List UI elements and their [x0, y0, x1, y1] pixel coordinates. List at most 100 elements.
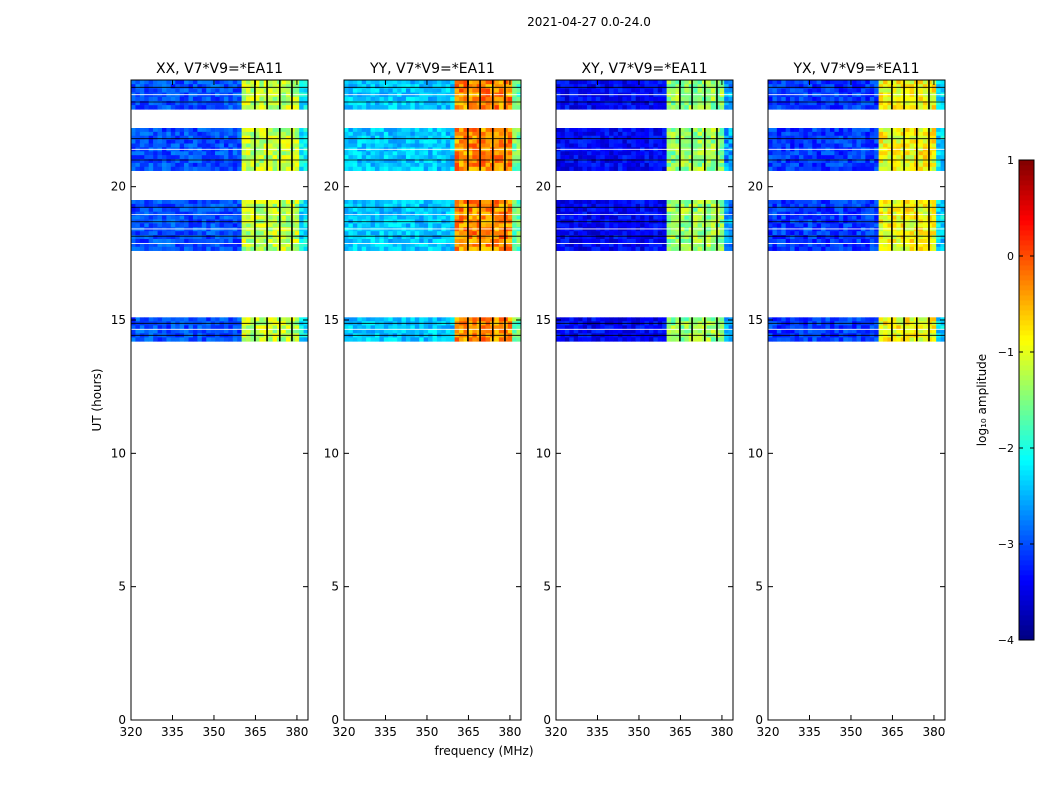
heatmap-cell — [148, 155, 154, 160]
heatmap-cell — [595, 166, 601, 171]
heatmap-cell — [671, 227, 676, 232]
heatmap-cell — [348, 135, 354, 140]
heatmap-cell — [131, 143, 136, 148]
heatmap-cell — [401, 317, 407, 322]
heatmap-cell — [348, 246, 354, 251]
heatmap-cell — [693, 100, 698, 106]
heatmap-cell — [613, 325, 619, 330]
heatmap-cell — [348, 215, 354, 220]
heatmap-cell — [719, 325, 725, 330]
heatmap-cell — [776, 203, 782, 209]
heatmap-cell — [609, 227, 614, 232]
heatmap-cell — [688, 105, 694, 110]
heatmap-cell — [352, 238, 358, 244]
heatmap-cell — [294, 238, 300, 244]
heatmap-cell — [414, 162, 420, 168]
heatmap-cell — [166, 242, 172, 248]
heatmap-cell — [197, 227, 203, 232]
heatmap-cell — [436, 162, 442, 168]
heatmap-cell — [728, 166, 734, 171]
heatmap-cell — [600, 200, 605, 205]
heatmap-cell — [807, 203, 813, 209]
heatmap-cell — [878, 329, 884, 334]
heatmap-cell — [887, 317, 893, 322]
heatmap-cell — [591, 317, 597, 322]
heatmap-cell — [463, 211, 469, 216]
heatmap-cell — [657, 143, 663, 148]
heatmap-cell — [228, 223, 234, 228]
heatmap-cell — [303, 96, 309, 102]
heatmap-cell — [175, 159, 180, 164]
heatmap-cell — [250, 80, 256, 85]
heatmap-cell — [352, 235, 358, 240]
heatmap-cell — [388, 242, 393, 248]
heatmap-cell — [481, 231, 486, 236]
heatmap-cell — [401, 131, 407, 137]
heatmap-cell — [294, 155, 300, 160]
heatmap-cell — [153, 211, 158, 216]
heatmap-cell — [281, 200, 287, 205]
heatmap-cell — [569, 223, 574, 228]
heatmap-cell — [201, 166, 207, 171]
heatmap-cell — [693, 166, 698, 171]
heatmap-cell — [392, 238, 398, 244]
heatmap-cell — [223, 235, 229, 240]
heatmap-cell — [494, 242, 500, 248]
heatmap-cell — [485, 80, 491, 85]
heatmap-cell — [693, 242, 698, 248]
heatmap-cell — [166, 203, 172, 209]
heatmap-cell — [299, 139, 304, 144]
heatmap-cell — [591, 325, 597, 330]
heatmap-cell — [613, 203, 619, 209]
heatmap-cell — [197, 151, 203, 156]
heatmap-cell — [157, 317, 163, 322]
heatmap-cell — [344, 337, 349, 342]
heatmap-cell — [671, 135, 676, 140]
heatmap-cell — [582, 100, 588, 106]
heatmap-cell — [463, 317, 469, 322]
heatmap-cell — [516, 329, 522, 334]
heatmap-cell — [401, 135, 407, 140]
heatmap-cell — [361, 211, 367, 216]
heatmap-cell — [139, 155, 145, 160]
heatmap-cell — [679, 215, 685, 220]
heatmap-cell — [228, 100, 234, 106]
heatmap-cell — [450, 223, 455, 228]
heatmap-cell — [595, 317, 601, 322]
heatmap-cell — [357, 235, 362, 240]
heatmap-cell — [582, 200, 588, 205]
heatmap-cell — [392, 211, 398, 216]
heatmap-cell — [467, 238, 473, 244]
heatmap-cell — [219, 100, 225, 106]
heatmap-cell — [405, 215, 411, 220]
heatmap-cell — [153, 84, 158, 89]
heatmap-cell — [206, 242, 211, 248]
heatmap-cell — [201, 207, 207, 212]
heatmap-cell — [666, 325, 672, 330]
heatmap-cell — [223, 223, 229, 228]
heatmap-cell — [719, 155, 725, 160]
heatmap-cell — [512, 231, 517, 236]
heatmap-cell — [657, 162, 663, 168]
heatmap-cell — [631, 128, 636, 133]
heatmap-cell — [825, 325, 831, 330]
heatmap-cell — [613, 162, 619, 168]
heatmap-cell — [374, 84, 380, 89]
heatmap-cell — [684, 143, 690, 148]
heatmap-cell — [179, 211, 185, 216]
heatmap-cell — [640, 329, 645, 334]
heatmap-cell — [285, 143, 291, 148]
heatmap-cell — [228, 155, 234, 160]
heatmap-cell — [259, 162, 265, 168]
heatmap-cell — [679, 242, 685, 248]
heatmap-cell — [179, 235, 185, 240]
heatmap-cell — [560, 227, 566, 232]
heatmap-cell — [263, 155, 269, 160]
heatmap-cell — [170, 100, 176, 106]
heatmap-cell — [693, 235, 698, 240]
heatmap-cell — [294, 128, 300, 133]
heatmap-cell — [560, 242, 566, 248]
heatmap-cell — [259, 155, 265, 160]
heatmap-cell — [494, 80, 500, 85]
heatmap-cell — [206, 135, 211, 140]
